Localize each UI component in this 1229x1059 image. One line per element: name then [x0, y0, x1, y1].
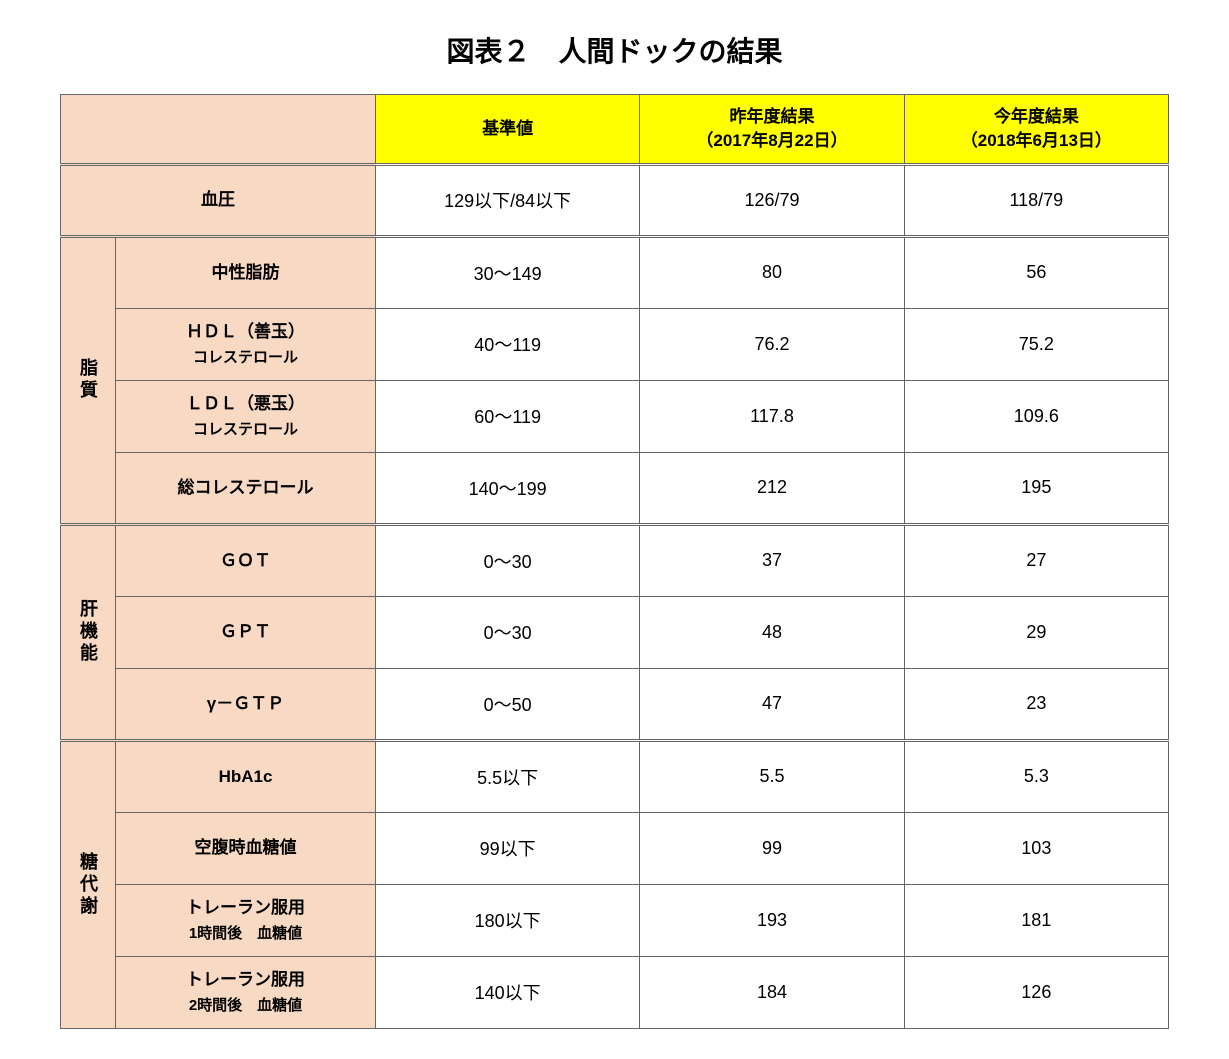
col-reference: 基準値: [376, 95, 640, 165]
cell-ref: 5.5以下: [376, 740, 640, 812]
cell-prev: 184: [640, 956, 904, 1028]
row-label-l1: ＬＤＬ（悪玉）: [186, 394, 305, 413]
cell-prev: 5.5: [640, 740, 904, 812]
cell-ref: 180以下: [376, 884, 640, 956]
cell-ref: 0～30: [376, 596, 640, 668]
row-label: 血圧: [61, 164, 376, 236]
cell-ref: 30～149: [376, 236, 640, 308]
row-label-l2: コレステロール: [193, 349, 298, 366]
cell-prev: 212: [640, 452, 904, 524]
col-prev: 昨年度結果 （2017年8月22日）: [640, 95, 904, 165]
col-curr-l1: 今年度結果: [994, 107, 1079, 126]
cell-curr: 181: [904, 884, 1168, 956]
table-row: ＧＰＴ 0～30 48 29: [61, 596, 1169, 668]
table-row: トレーラン服用 2時間後 血糖値 140以下 184 126: [61, 956, 1169, 1028]
cell-prev: 117.8: [640, 380, 904, 452]
header-row: 基準値 昨年度結果 （2017年8月22日） 今年度結果 （2018年6月13日…: [61, 95, 1169, 165]
cell-curr: 195: [904, 452, 1168, 524]
row-label: 総コレステロール: [116, 452, 376, 524]
cell-ref: 0～50: [376, 668, 640, 740]
cell-curr: 126: [904, 956, 1168, 1028]
cell-ref: 60～119: [376, 380, 640, 452]
row-label-l1: ＨＤＬ（善玉）: [186, 322, 305, 341]
row-label: 空腹時血糖値: [116, 812, 376, 884]
cell-prev: 37: [640, 524, 904, 596]
cell-ref: 140以下: [376, 956, 640, 1028]
row-label-l2: 1時間後 血糖値: [189, 925, 302, 942]
table-row: ＬＤＬ（悪玉） コレステロール 60～119 117.8 109.6: [61, 380, 1169, 452]
row-label: 中性脂肪: [116, 236, 376, 308]
cell-curr: 29: [904, 596, 1168, 668]
cell-prev: 193: [640, 884, 904, 956]
cell-ref: 0～30: [376, 524, 640, 596]
row-label-l2: 2時間後 血糖値: [189, 997, 302, 1014]
table-row: 血圧 129以下/84以下 126/79 118/79: [61, 164, 1169, 236]
row-label-l1: トレーラン服用: [186, 970, 305, 989]
cell-prev: 126/79: [640, 164, 904, 236]
cell-prev: 99: [640, 812, 904, 884]
row-label: ＧＯＴ: [116, 524, 376, 596]
cell-curr: 103: [904, 812, 1168, 884]
table-row: ＨＤＬ（善玉） コレステロール 40～119 76.2 75.2: [61, 308, 1169, 380]
col-curr: 今年度結果 （2018年6月13日）: [904, 95, 1168, 165]
table-row: 空腹時血糖値 99以下 99 103: [61, 812, 1169, 884]
row-label: ＨＤＬ（善玉） コレステロール: [116, 308, 376, 380]
row-label-l1: トレーラン服用: [186, 898, 305, 917]
cell-curr: 5.3: [904, 740, 1168, 812]
row-label: HbA1c: [116, 740, 376, 812]
category-label: 脂質: [61, 236, 116, 524]
col-curr-l2: （2018年6月13日）: [961, 131, 1112, 150]
results-table: 基準値 昨年度結果 （2017年8月22日） 今年度結果 （2018年6月13日…: [60, 94, 1169, 1029]
cell-prev: 48: [640, 596, 904, 668]
cell-ref: 129以下/84以下: [376, 164, 640, 236]
cell-curr: 27: [904, 524, 1168, 596]
cell-curr: 118/79: [904, 164, 1168, 236]
table-row: 糖代謝 HbA1c 5.5以下 5.5 5.3: [61, 740, 1169, 812]
cell-curr: 75.2: [904, 308, 1168, 380]
row-label-l2: コレステロール: [193, 421, 298, 438]
table-row: γ－ＧＴＰ 0～50 47 23: [61, 668, 1169, 740]
category-label: 肝機能: [61, 524, 116, 740]
cell-prev: 76.2: [640, 308, 904, 380]
row-label: ＬＤＬ（悪玉） コレステロール: [116, 380, 376, 452]
cell-ref: 99以下: [376, 812, 640, 884]
row-label: γ－ＧＴＰ: [116, 668, 376, 740]
table-row: 脂質 中性脂肪 30～149 80 56: [61, 236, 1169, 308]
col-item-blank: [61, 95, 376, 165]
cell-prev: 80: [640, 236, 904, 308]
row-label: ＧＰＴ: [116, 596, 376, 668]
row-label: トレーラン服用 2時間後 血糖値: [116, 956, 376, 1028]
category-label: 糖代謝: [61, 740, 116, 1028]
table-row: トレーラン服用 1時間後 血糖値 180以下 193 181: [61, 884, 1169, 956]
row-label: トレーラン服用 1時間後 血糖値: [116, 884, 376, 956]
cell-ref: 140～199: [376, 452, 640, 524]
col-prev-l2: （2017年8月22日）: [696, 131, 847, 150]
cell-curr: 23: [904, 668, 1168, 740]
table-row: 肝機能 ＧＯＴ 0～30 37 27: [61, 524, 1169, 596]
cell-prev: 47: [640, 668, 904, 740]
cell-ref: 40～119: [376, 308, 640, 380]
page-title: 図表２ 人間ドックの結果: [60, 30, 1169, 70]
cell-curr: 56: [904, 236, 1168, 308]
cell-curr: 109.6: [904, 380, 1168, 452]
col-prev-l1: 昨年度結果: [729, 107, 814, 126]
table-row: 総コレステロール 140～199 212 195: [61, 452, 1169, 524]
